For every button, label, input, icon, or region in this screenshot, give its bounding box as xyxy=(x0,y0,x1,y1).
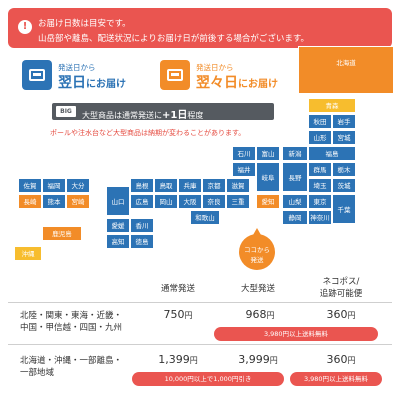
header-nekopos: ネコポス/ xyxy=(322,277,360,287)
pref-mie: 三重 xyxy=(226,194,250,209)
pref-tokushima: 徳島 xyxy=(130,234,154,249)
pref-saitama: 埼玉 xyxy=(308,178,332,193)
table-divider-middle xyxy=(8,344,392,345)
pref-yamanashi: 山梨 xyxy=(282,194,308,209)
pref-saga: 佐賀 xyxy=(18,178,42,193)
region-row-1: 北陸・関東・東海・近畿・ 中国・甲信越・四国・九州 xyxy=(20,311,123,333)
pref-hiroshima: 広島 xyxy=(130,194,154,209)
pref-ishikawa: 石川 xyxy=(232,146,256,161)
pref-wakayama: 和歌山 xyxy=(190,210,220,225)
region-row-2: 北海道・沖縄・一部離島・ 一部地域 xyxy=(20,356,123,378)
pref-kanagawa: 神奈川 xyxy=(308,210,332,225)
header-large-shipping: 大型発送 xyxy=(240,284,275,294)
info-icon: ! xyxy=(18,20,32,34)
pref-iwate: 岩手 xyxy=(332,114,356,129)
legend-sub: 発送日から xyxy=(58,63,96,72)
pref-chiba: 千葉 xyxy=(332,194,356,224)
pref-okayama: 岡山 xyxy=(154,194,178,209)
legend-sub: 発送日から xyxy=(196,63,234,72)
pref-shimane: 島根 xyxy=(130,178,154,193)
pref-gifu: 岐阜 xyxy=(256,162,280,192)
price-nekopos-row-2: 360円 xyxy=(326,353,356,366)
pref-kyoto: 京都 xyxy=(202,178,226,193)
discount-pill-row-2: 10,000円以上で1,000円引き xyxy=(132,372,284,386)
price-large-row-1: 968円 xyxy=(245,308,275,321)
pref-fukuoka: 福岡 xyxy=(42,178,66,193)
free-shipping-pill-row-1: 3,980円以上送料無料 xyxy=(214,327,378,341)
box-icon xyxy=(22,60,52,90)
pref-kagoshima: 鹿児島 xyxy=(42,226,82,241)
large-item-notice: BIG 大型商品は通常発送に+1日程度 xyxy=(52,103,274,121)
pref-fukui: 福井 xyxy=(232,162,256,177)
pref-shizuoka: 静岡 xyxy=(282,210,308,225)
pref-yamaguchi: 山口 xyxy=(106,186,130,216)
pref-nara: 奈良 xyxy=(202,194,226,209)
header-tracking: 追跡可能便 xyxy=(319,289,363,299)
pref-niigata: 新潟 xyxy=(282,146,308,161)
pref-miyagi: 宮城 xyxy=(332,130,356,145)
legend-main: 翌々日にお届け xyxy=(196,75,278,91)
header-normal-shipping: 通常発送 xyxy=(160,284,195,294)
price-large-row-2: 3,999円 xyxy=(238,353,278,366)
pref-nagano: 長野 xyxy=(282,162,308,192)
pref-tochigi: 栃木 xyxy=(332,162,356,177)
large-item-notice-text: 大型商品は通常発送に+1日程度 xyxy=(82,110,204,121)
pref-aichi: 愛知 xyxy=(256,194,280,209)
pref-hokkaido: 北海道 xyxy=(298,46,394,94)
legend-main: 翌日にお届け xyxy=(58,75,126,91)
box-icon xyxy=(160,60,190,90)
pref-tottori: 鳥取 xyxy=(154,178,178,193)
price-nekopos-row-1: 360円 xyxy=(326,308,356,321)
pref-hyogo: 兵庫 xyxy=(178,178,202,193)
price-normal-row-1: 750円 xyxy=(163,308,193,321)
pref-nagasaki: 長崎 xyxy=(18,194,42,209)
pref-shiga: 滋賀 xyxy=(226,178,250,193)
notice-line-1: お届け日数は目安です。 xyxy=(38,19,131,29)
pref-aomori: 青森 xyxy=(308,98,356,113)
pref-osaka: 大阪 xyxy=(178,194,202,209)
pref-yamagata: 山形 xyxy=(308,130,332,145)
pref-gunma: 群馬 xyxy=(308,162,332,177)
pref-ehime: 愛媛 xyxy=(106,218,130,233)
pref-kochi: 高知 xyxy=(106,234,130,249)
price-normal-row-2: 1,399円 xyxy=(158,353,198,366)
pref-akita: 秋田 xyxy=(308,114,332,129)
pref-miyazaki: 宮崎 xyxy=(66,194,90,209)
free-shipping-pill-row-2: 3,980円以上送料無料 xyxy=(290,372,382,386)
pref-okinawa: 沖縄 xyxy=(14,246,42,261)
pref-kagawa: 香川 xyxy=(130,218,154,233)
pref-ibaraki: 茨城 xyxy=(332,178,356,193)
delivery-notice-banner: ! お届け日数は目安です。 山岳部や離島、配送状況によりお届け日が前後する場合が… xyxy=(8,8,392,48)
ship-origin-badge: ココから 発送 xyxy=(239,228,275,270)
pole-notice: ポールや注水台など大型商品は納期が変わることがあります。 xyxy=(50,129,246,137)
pref-toyama: 富山 xyxy=(256,146,280,161)
pref-fukushima: 福島 xyxy=(308,146,356,161)
big-badge: BIG xyxy=(56,106,76,117)
pref-tokyo: 東京 xyxy=(308,194,332,209)
pref-oita: 大分 xyxy=(66,178,90,193)
table-divider-top xyxy=(8,302,392,303)
pref-kumamoto: 熊本 xyxy=(42,194,66,209)
notice-line-2: 山岳部や離島、配送状況によりお届け日が前後する場合がございます。 xyxy=(38,34,309,44)
